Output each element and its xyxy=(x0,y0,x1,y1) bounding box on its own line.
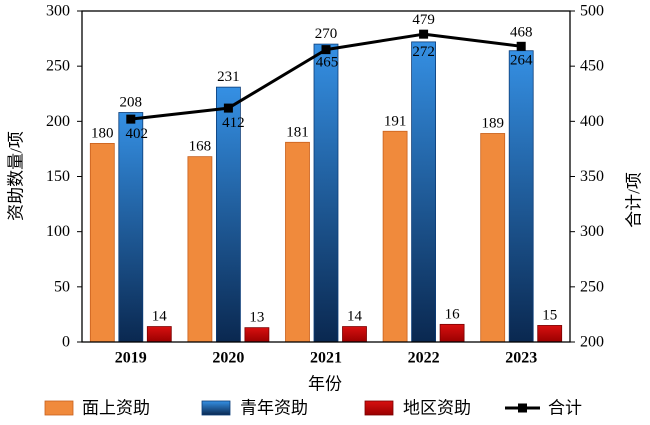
data-label-general-2022: 191 xyxy=(384,113,407,129)
left-tick-label: 0 xyxy=(62,334,70,351)
x-tick-label: 2021 xyxy=(310,350,342,367)
x-axis-title: 年份 xyxy=(308,375,342,394)
bar-regional-2019 xyxy=(146,326,172,343)
left-tick-label: 100 xyxy=(46,223,70,240)
legend-item-youth: 青年资助 xyxy=(201,399,308,418)
left-tick-label: 200 xyxy=(46,113,70,130)
right-tick-label: 300 xyxy=(580,223,604,240)
left-tick-label: 250 xyxy=(46,58,70,75)
legend-swatch xyxy=(44,400,74,416)
left-y-axis: 0 50 100 150 200 250 300 xyxy=(46,3,82,351)
data-label-regional-2019: 14 xyxy=(152,309,168,325)
bar-youth-2020 xyxy=(215,86,241,343)
data-label-regional-2021: 14 xyxy=(347,309,363,325)
data-label-total-2022: 479 xyxy=(412,12,435,28)
data-label-general-2019: 180 xyxy=(91,125,114,141)
data-label-regional-2022: 16 xyxy=(445,306,461,322)
left-tick-label: 150 xyxy=(46,168,70,185)
total-marker-2023 xyxy=(516,41,526,51)
bar-regional-2022 xyxy=(439,323,465,343)
right-tick-label: 500 xyxy=(580,3,604,20)
legend-swatch xyxy=(201,400,231,416)
legend: 面上资助 青年资助 地区资助 合计 xyxy=(44,399,582,418)
data-label-youth-2022: 272 xyxy=(412,44,435,60)
legend-marker xyxy=(518,403,527,413)
total-marker-2020 xyxy=(223,103,233,113)
x-tick-label: 2022 xyxy=(408,350,440,367)
data-label-general-2020: 168 xyxy=(189,139,212,155)
x-axis: 2019 2020 2021 2022 2023 xyxy=(115,350,537,367)
data-label-total-2020: 412 xyxy=(222,115,245,131)
data-label-youth-2019: 208 xyxy=(120,95,143,111)
total-marker-2019 xyxy=(126,114,136,124)
legend-label: 合计 xyxy=(548,399,582,418)
bar-youth-2022 xyxy=(411,41,437,343)
legend-item-general: 面上资助 xyxy=(44,399,150,418)
bar-regional-2020 xyxy=(244,327,270,343)
left-tick-label: 50 xyxy=(54,278,70,295)
right-tick-label: 350 xyxy=(580,168,604,185)
legend-swatch xyxy=(364,400,394,416)
legend-label: 面上资助 xyxy=(82,399,150,418)
bar-regional-2023 xyxy=(537,325,563,343)
legend-label: 青年资助 xyxy=(240,399,308,418)
total-marker-2021 xyxy=(321,45,331,55)
total-marker-2022 xyxy=(419,29,429,39)
data-label-general-2023: 189 xyxy=(481,115,504,131)
right-tick-label: 250 xyxy=(580,278,604,295)
x-tick-label: 2019 xyxy=(115,350,147,367)
data-label-youth-2020: 231 xyxy=(217,69,240,85)
plot-area: 180 168 181 191 189 208 231 270 272 264 14 13 14 16 15… xyxy=(81,10,571,343)
data-label-youth-2023: 264 xyxy=(510,53,533,69)
right-y-axis: 200 250 300 350 400 450 500 xyxy=(570,3,604,351)
x-tick-label: 2023 xyxy=(505,350,537,367)
right-tick-label: 200 xyxy=(580,334,604,351)
bar-youth-2021 xyxy=(313,43,339,343)
bar-general-2023 xyxy=(480,133,506,343)
right-tick-label: 450 xyxy=(580,58,604,75)
data-label-youth-2021: 270 xyxy=(315,26,338,42)
bar-regional-2021 xyxy=(342,326,367,343)
left-axis-title: 资助数量/项 xyxy=(7,131,26,221)
bar-general-2020 xyxy=(187,156,213,343)
legend-item-total: 合计 xyxy=(505,399,582,418)
legend-item-regional: 地区资助 xyxy=(364,399,471,418)
data-label-regional-2020: 13 xyxy=(249,310,264,326)
bar-youth-2023 xyxy=(508,50,534,343)
data-label-regional-2023: 15 xyxy=(542,307,557,323)
bar-general-2021 xyxy=(285,141,310,343)
right-axis-title: 合计/项 xyxy=(625,172,644,228)
data-label-total-2023: 468 xyxy=(510,24,533,40)
left-tick-label: 300 xyxy=(46,3,70,20)
legend-label: 地区资助 xyxy=(403,399,471,418)
right-tick-label: 400 xyxy=(580,113,604,130)
data-label-total-2021: 465 xyxy=(316,55,339,71)
bar-general-2019 xyxy=(89,142,115,343)
data-label-general-2021: 181 xyxy=(286,124,309,140)
data-label-total-2019: 402 xyxy=(126,126,149,142)
bar-general-2022 xyxy=(382,130,408,343)
bar-youth-2019 xyxy=(118,112,144,343)
x-tick-label: 2020 xyxy=(212,350,244,367)
